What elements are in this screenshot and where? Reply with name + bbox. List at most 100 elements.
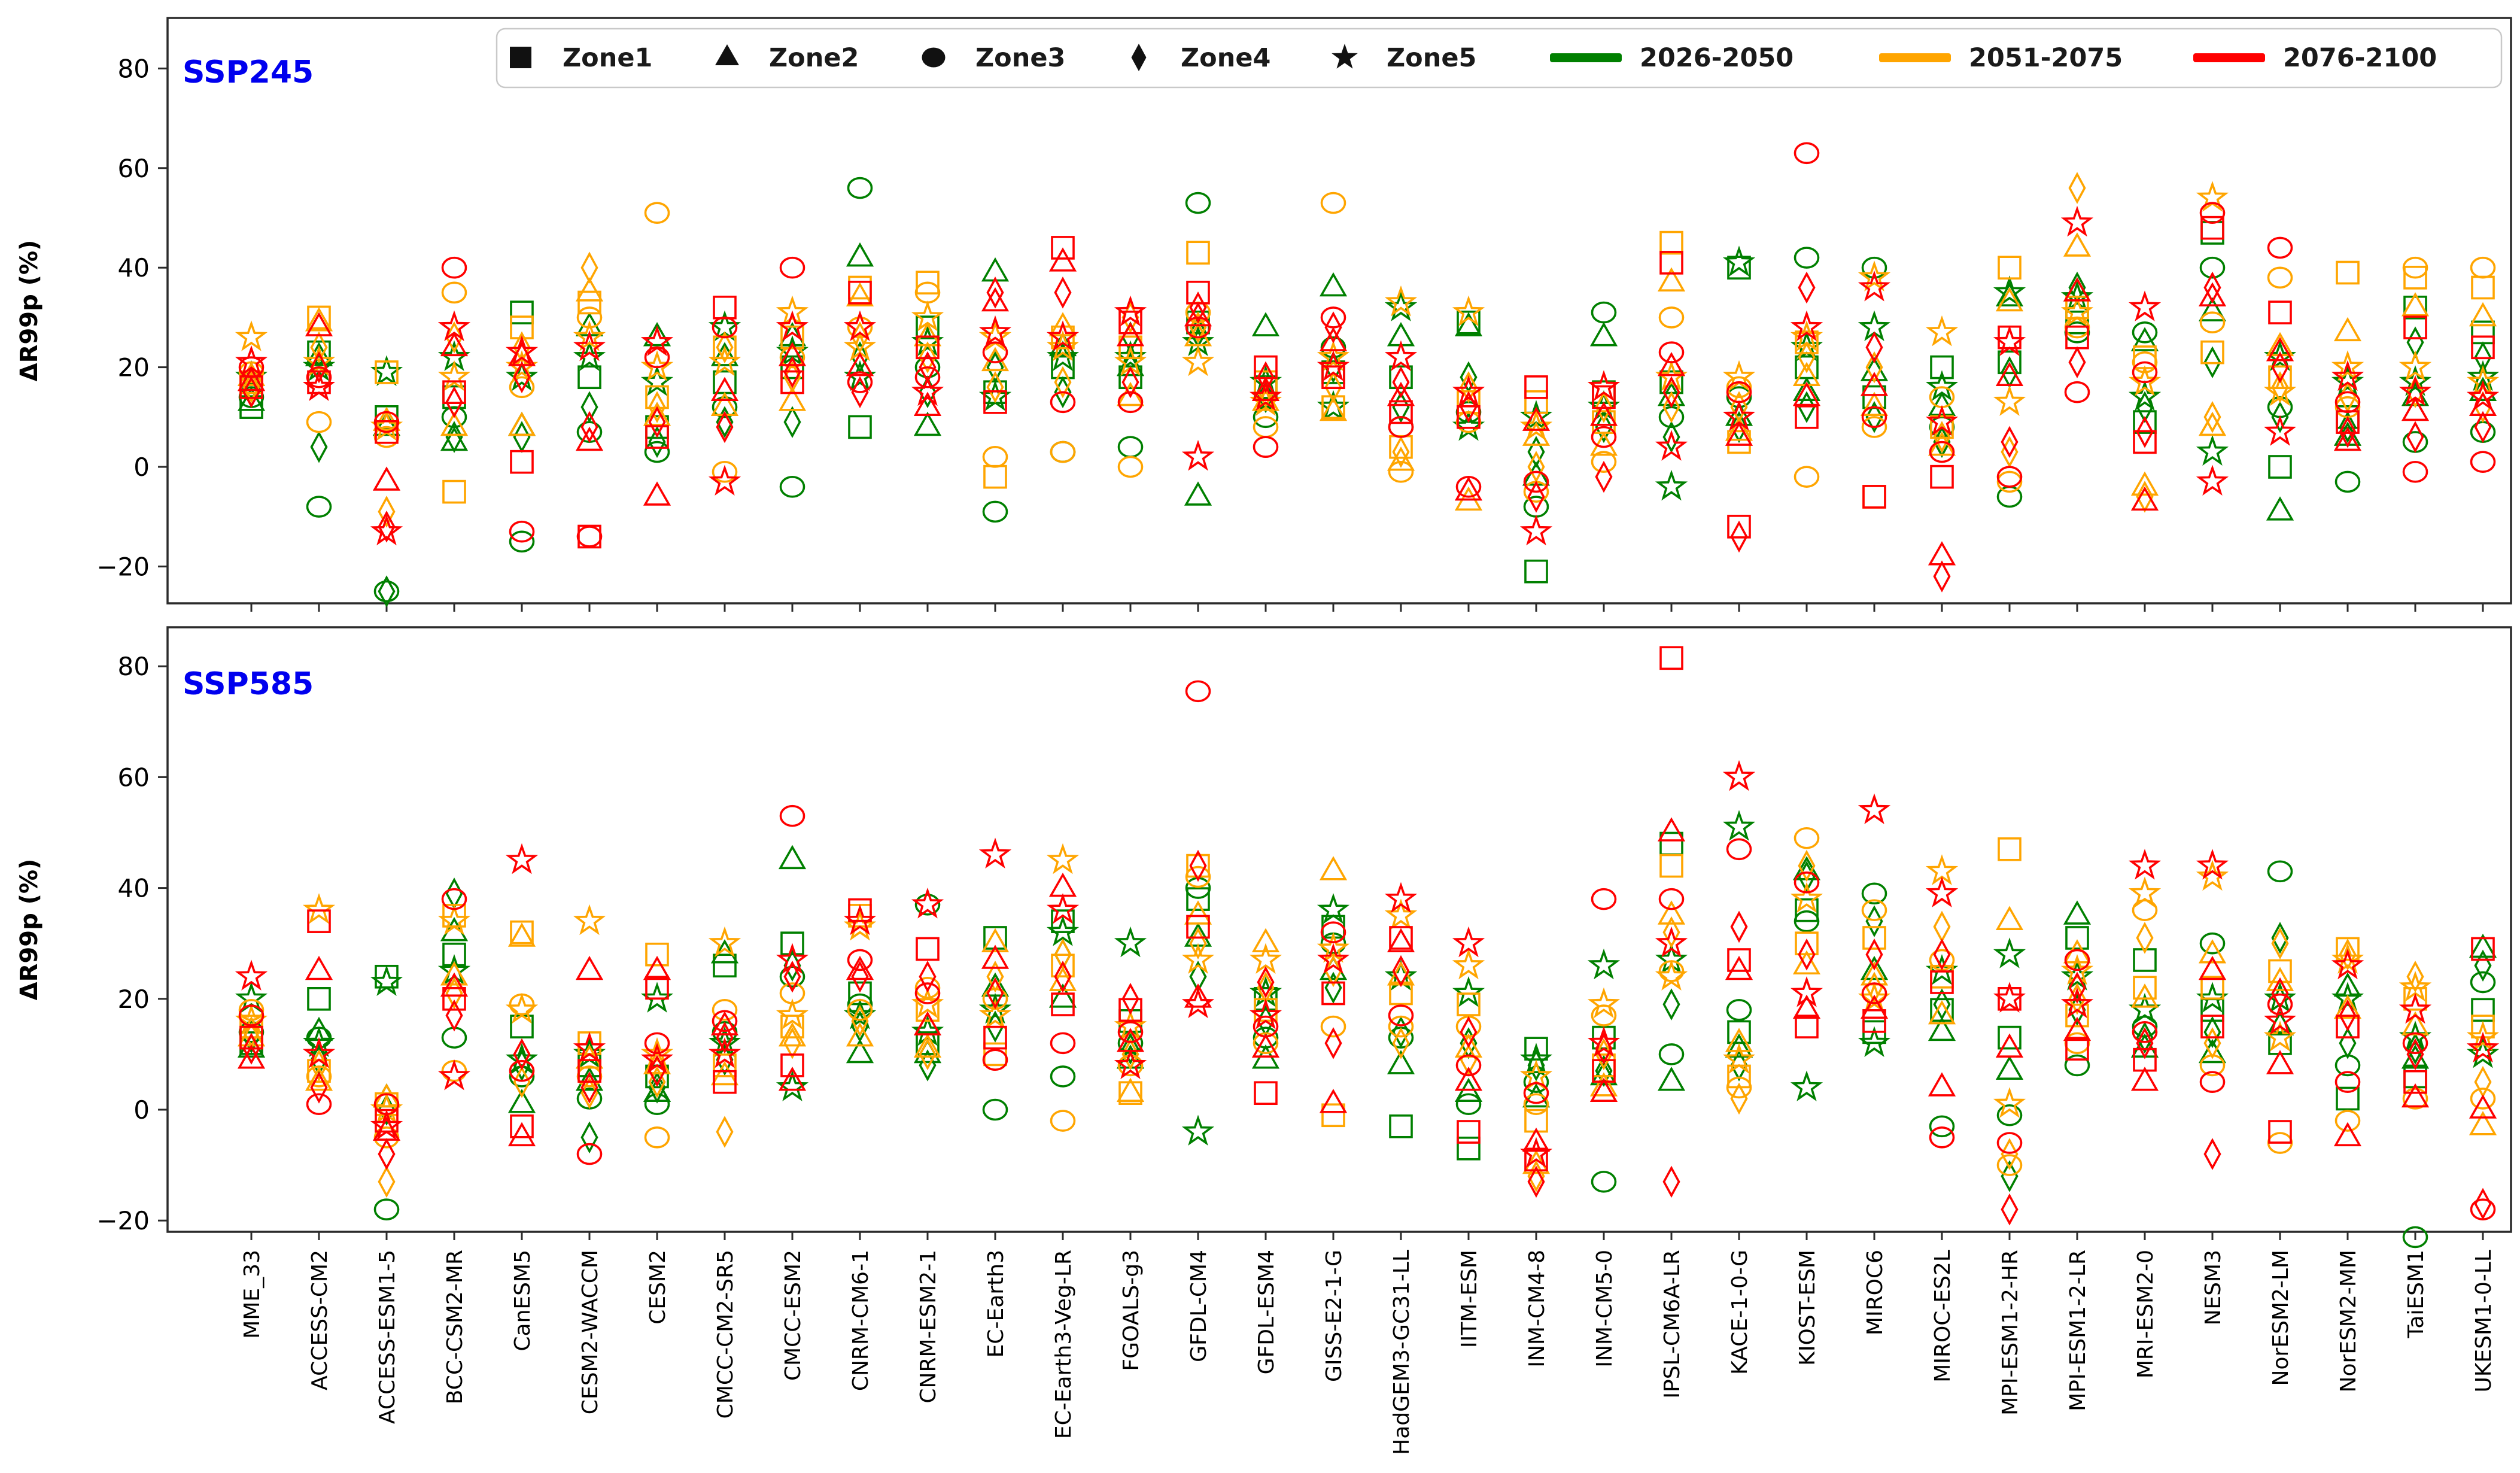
data-point	[1995, 287, 2024, 312]
zone3-circle-marker	[779, 804, 805, 827]
data-point	[1251, 312, 1280, 336]
zone2-triangle-marker	[507, 411, 536, 436]
zone3-circle-marker	[779, 256, 805, 279]
data-point	[1051, 909, 1075, 933]
zone2-triangle-marker	[2266, 1050, 2294, 1074]
x-tick-label: CNRM-CM6-1	[849, 1250, 873, 1391]
data-point	[713, 953, 737, 978]
data-point	[1251, 1033, 1280, 1058]
zone4-diamond-marker	[2271, 927, 2289, 959]
data-point	[306, 496, 332, 518]
zone1-square-marker	[2403, 987, 2427, 1011]
data-point	[440, 961, 469, 986]
data-point	[1523, 1093, 1549, 1116]
zone5-star-marker	[776, 943, 809, 974]
data-point	[2200, 340, 2224, 365]
data-point	[1727, 515, 1751, 539]
data-point	[1726, 376, 1752, 399]
data-point	[776, 1070, 809, 1102]
data-point	[1798, 341, 1816, 373]
data-point	[779, 804, 805, 827]
zone1-square-marker	[713, 1053, 737, 1077]
zone3-circle-marker	[1861, 406, 1887, 429]
data-point	[575, 955, 604, 980]
data-point	[1587, 987, 1621, 1019]
zone2-triangle-marker	[710, 1011, 739, 1035]
data-point	[2271, 351, 2289, 384]
data-point	[1993, 325, 2026, 357]
zone5-star-marker	[1046, 340, 1080, 372]
data-point	[513, 1065, 531, 1098]
panel-ssp585-points	[235, 646, 2500, 1249]
zone5-star-marker	[1519, 1137, 1553, 1168]
data-point	[1253, 1026, 1279, 1049]
zone4-diamond-marker	[1392, 436, 1410, 468]
data-point	[445, 321, 463, 354]
zone3-circle-marker	[914, 894, 941, 916]
data-point	[1662, 916, 1680, 949]
data-point	[1384, 882, 1418, 913]
zone3-circle-marker	[1861, 882, 1887, 905]
data-point	[2339, 415, 2357, 448]
zone3-circle-marker	[847, 949, 873, 971]
zone3-circle-marker	[441, 888, 467, 910]
data-point	[914, 894, 941, 916]
zone5-star-marker	[505, 992, 539, 1024]
data-point	[916, 1031, 940, 1055]
zone4-diamond-marker	[2339, 411, 2357, 444]
data-point	[1996, 470, 2023, 493]
data-point	[1995, 906, 2024, 930]
zone2-triangle-marker	[1792, 376, 1821, 402]
data-point	[2333, 994, 2362, 1019]
zone1-square-marker	[577, 365, 601, 390]
data-point	[1730, 1082, 1748, 1115]
data-point	[1996, 1154, 2023, 1176]
x-tick-label: MRI-ESM2-0	[2133, 1250, 2158, 1378]
zone5-star-marker	[1858, 1026, 1891, 1057]
data-point	[1722, 400, 1756, 431]
data-point	[1455, 1054, 1482, 1077]
x-tick-label: MIROC6	[1863, 1250, 1887, 1335]
data-point	[445, 421, 463, 453]
zone1-square-marker	[2336, 1015, 2360, 1038]
zone4-diamond-marker	[1595, 1055, 1613, 1087]
zone3-circle-marker	[1117, 1054, 1144, 1077]
zone1-square-marker	[1795, 330, 1819, 354]
x-tick-label: MME_33	[240, 1250, 265, 1339]
y-axis-label-top: ΔR99p (%)	[16, 240, 43, 382]
data-point	[1046, 320, 1080, 351]
zone4-diamond-marker	[851, 1010, 869, 1043]
zone5-star-marker	[708, 926, 741, 958]
data-point	[783, 361, 801, 394]
data-point	[783, 960, 801, 993]
legend-zone-marker-circle	[922, 47, 946, 68]
zone3-circle-marker	[1050, 1065, 1076, 1088]
zone5-star-marker	[2128, 290, 2162, 321]
zone5-star-marker	[2399, 365, 2432, 396]
data-point	[2132, 321, 2158, 344]
data-point	[505, 843, 539, 874]
data-point	[2128, 849, 2162, 880]
data-point	[1050, 441, 1076, 463]
data-point	[1928, 1016, 1956, 1041]
zone2-triangle-marker	[2333, 994, 2362, 1019]
data-point	[1865, 331, 1883, 364]
zone5-star-marker	[1384, 340, 1418, 372]
data-point	[2339, 411, 2357, 444]
data-point	[1319, 396, 1348, 421]
data-point	[645, 976, 669, 1000]
legend-zone-label: Zone1	[563, 43, 652, 73]
zone1-square-marker	[983, 390, 1007, 414]
data-point	[640, 365, 674, 396]
data-point	[1184, 900, 1212, 925]
zone2-triangle-marker	[1657, 817, 1686, 842]
zone2-triangle-marker	[778, 1022, 807, 1047]
zone5-star-marker	[1993, 385, 2026, 416]
data-point	[1595, 460, 1613, 493]
data-point	[2334, 1071, 2361, 1093]
data-point	[2469, 1094, 2497, 1119]
zone5-star-marker	[640, 365, 674, 396]
zone2-triangle-marker	[846, 351, 874, 376]
zone5-star-marker	[2263, 1021, 2297, 1052]
data-point	[1659, 230, 1683, 255]
